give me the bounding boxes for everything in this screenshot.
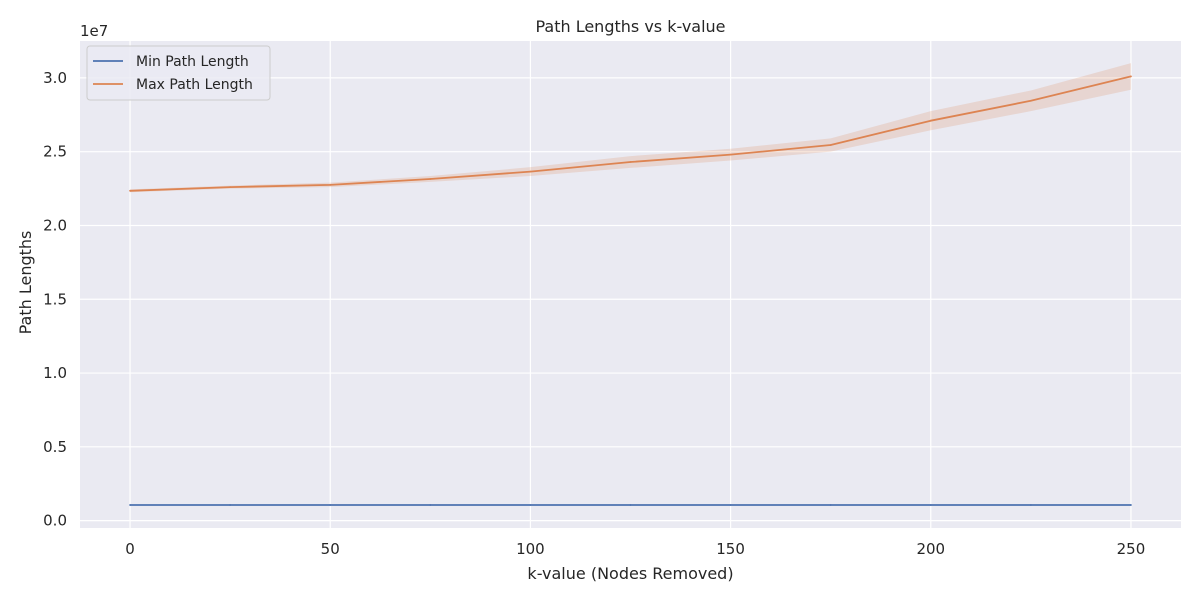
data-point [229,186,232,189]
data-point [229,504,232,506]
x-tick-label: 0 [125,540,135,558]
y-tick-label: 2.5 [43,143,67,161]
data-point [629,504,632,506]
legend-label-min: Min Path Length [136,54,249,70]
data-point [1029,504,1032,506]
legend: Min Path Length Max Path Length [86,45,271,101]
x-tick-labels: 0 50 100 150 200 250 [125,540,1145,558]
data-point [529,170,532,173]
y-tick-label: 1.0 [43,364,67,382]
x-tick-label: 50 [321,540,340,558]
y-offset-label: 1e7 [80,22,108,40]
data-point [829,504,832,506]
x-tick-label: 100 [516,540,545,558]
data-point [829,144,832,146]
data-point [329,504,332,506]
data-point [629,161,632,163]
x-axis-title: k-value (Nodes Removed) [527,564,733,583]
x-tick-label: 150 [716,540,745,558]
data-point [129,504,131,506]
data-point [1130,504,1132,506]
data-point [429,178,432,180]
data-point [729,153,732,156]
data-point [929,119,932,122]
data-point [529,504,532,506]
y-tick-label: 3.0 [43,69,67,87]
data-point [1029,99,1032,102]
y-tick-label: 0.0 [43,512,67,530]
data-point [129,189,131,192]
legend-label-max: Max Path Length [136,77,253,93]
confidence-band-1 [130,63,1131,193]
y-tick-label: 0.5 [43,438,67,456]
data-point [929,504,932,506]
x-tick-label: 200 [916,540,945,558]
y-tick-label: 2.0 [43,216,67,234]
data-point [429,504,432,506]
legend-box [86,45,271,101]
data-point [729,504,732,506]
y-axis-title: Path Lengths [16,231,35,335]
data-point [1130,75,1132,78]
chart-title: Path Lengths vs k-value [535,17,725,36]
grid-lines [80,41,1181,528]
y-tick-label: 1.5 [43,290,67,308]
plot-area [80,41,1181,528]
y-tick-labels: 0.0 0.5 1.0 1.5 2.0 2.5 3.0 [43,69,67,530]
series-lines [129,75,1132,506]
data-point [329,183,332,186]
confidence-bands [130,63,1131,193]
x-tick-label: 250 [1117,540,1146,558]
